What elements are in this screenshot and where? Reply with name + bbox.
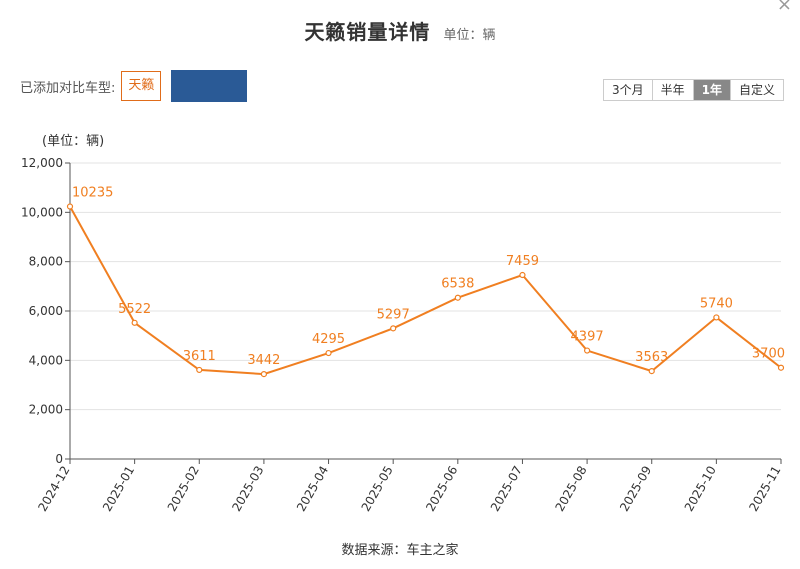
data-label: 10235 bbox=[72, 186, 113, 201]
data-point[interactable] bbox=[66, 203, 74, 210]
data-label: 3700 bbox=[752, 347, 785, 362]
y-tick-label: 4,000 bbox=[29, 353, 63, 367]
data-label: 3563 bbox=[635, 350, 668, 365]
data-label: 5740 bbox=[700, 296, 733, 311]
x-tick-label: 2025-05 bbox=[359, 464, 396, 514]
y-tick-label: 10,000 bbox=[21, 205, 63, 219]
compare-model-swatch[interactable] bbox=[171, 70, 248, 102]
compare-row: 已添加对比车型: 天籁 bbox=[20, 70, 248, 102]
range-3-months-button[interactable]: 3个月 bbox=[603, 80, 652, 100]
data-point[interactable] bbox=[713, 314, 720, 321]
data-label: 4397 bbox=[571, 330, 604, 345]
data-point[interactable] bbox=[777, 364, 785, 371]
x-tick-label: 2025-08 bbox=[552, 464, 589, 514]
x-tick-label: 2025-01 bbox=[100, 464, 137, 514]
y-tick-label: 6,000 bbox=[29, 304, 63, 318]
y-tick-label: 8,000 bbox=[29, 255, 63, 269]
data-label: 3442 bbox=[247, 353, 280, 368]
data-point[interactable] bbox=[583, 347, 591, 354]
sales-line-chart: (单位：辆) 0 2,000 4,000 6,000 8,000 10,000 12,000 2… bbox=[21, 134, 785, 514]
x-tick-label: 2025-02 bbox=[165, 464, 202, 514]
data-label: 4295 bbox=[312, 332, 345, 347]
y-tick-label: 0 bbox=[55, 452, 63, 466]
data-point[interactable] bbox=[519, 271, 526, 279]
title-row: 天籁销量详情 单位：辆 bbox=[0, 16, 800, 45]
series-line bbox=[69, 206, 782, 376]
range-half-year-button[interactable]: 半年 bbox=[651, 80, 693, 100]
x-tick-label: 2025-04 bbox=[294, 464, 331, 514]
range-1-year-button[interactable]: 1年 bbox=[692, 80, 730, 100]
x-tick-label: 2025-10 bbox=[682, 464, 719, 514]
range-selector: 3个月 半年 1年 自定义 bbox=[602, 79, 784, 101]
compare-model-tag[interactable]: 天籁 bbox=[121, 71, 162, 101]
y-tick-label: 2,000 bbox=[29, 403, 63, 417]
page-title: 天籁销量详情 bbox=[304, 20, 431, 44]
data-point[interactable] bbox=[260, 370, 268, 378]
x-tick-label: 2025-11 bbox=[746, 464, 783, 514]
x-tick-label: 2024-12 bbox=[35, 464, 72, 514]
compare-label: 已添加对比车型: bbox=[20, 80, 116, 96]
data-source: 数据来源：车主之家 bbox=[341, 543, 459, 558]
data-point[interactable] bbox=[325, 349, 332, 357]
range-custom-button[interactable]: 自定义 bbox=[729, 80, 783, 100]
data-point[interactable] bbox=[454, 294, 461, 301]
data-point[interactable] bbox=[648, 368, 655, 375]
y-axis-label: (单位：辆) bbox=[42, 134, 104, 149]
title-unit: 单位：辆 bbox=[443, 28, 496, 43]
close-icon[interactable]: × bbox=[776, 0, 792, 15]
data-label: 3611 bbox=[183, 349, 216, 364]
data-point[interactable] bbox=[131, 319, 138, 326]
data-point[interactable] bbox=[390, 325, 397, 332]
data-point[interactable] bbox=[196, 366, 203, 374]
data-label: 6538 bbox=[441, 277, 474, 292]
x-tick-label: 2025-07 bbox=[488, 464, 525, 514]
x-tick-label: 2025-03 bbox=[229, 464, 266, 514]
y-tick-label: 12,000 bbox=[21, 156, 63, 170]
data-label: 5522 bbox=[118, 302, 151, 317]
x-tick-label: 2025-09 bbox=[617, 464, 654, 514]
data-label: 7459 bbox=[506, 254, 539, 269]
x-tick-label: 2025-06 bbox=[423, 464, 460, 514]
data-label: 5297 bbox=[377, 307, 410, 322]
